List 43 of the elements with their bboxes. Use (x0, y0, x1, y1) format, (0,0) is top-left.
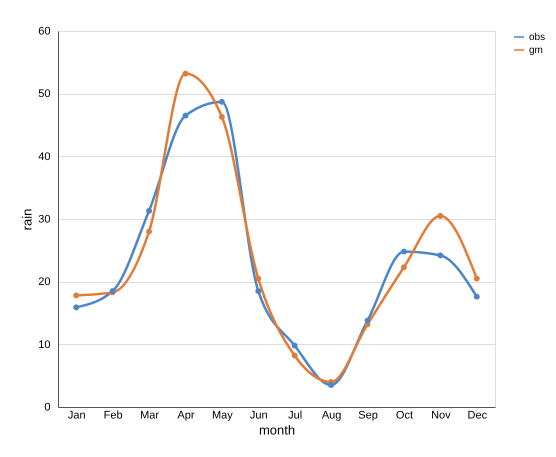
x-tick-label: Dec (468, 410, 488, 422)
y-tick-label: 20 (38, 276, 50, 288)
point (73, 304, 80, 310)
y-tick-label: 0 (44, 402, 50, 414)
y-tick-label: 60 (38, 26, 50, 38)
y-tick-label: 50 (38, 88, 50, 100)
x-tick-label: Sep (358, 410, 378, 422)
y-tick-label: 30 (38, 214, 50, 226)
x-tick-label: Nov (431, 410, 452, 422)
y-tick-label: 40 (38, 150, 50, 163)
y-axis-title: rain (19, 208, 34, 230)
point (146, 208, 152, 214)
point (474, 276, 480, 282)
point (401, 248, 407, 255)
x-tick-label: Feb (104, 410, 123, 422)
x-tick-label: Apr (177, 410, 195, 422)
legend-label: gm (529, 45, 543, 56)
point (328, 382, 334, 388)
point (182, 70, 188, 77)
point (437, 252, 444, 258)
x-axis-title: month (258, 422, 296, 438)
point (292, 342, 298, 349)
point (218, 98, 225, 105)
point (255, 288, 262, 294)
point (401, 264, 407, 270)
x-tick-label: Jun (250, 410, 268, 422)
x-tick-label: May (212, 410, 234, 422)
point (292, 352, 298, 359)
x-tick-label: Aug (322, 410, 342, 422)
point (182, 112, 188, 119)
point (474, 294, 480, 300)
point (146, 228, 152, 234)
y-tick-label: 10 (38, 338, 50, 351)
point (218, 114, 225, 120)
point (255, 276, 262, 282)
point (73, 292, 80, 298)
x-tick-label: Mar (140, 410, 160, 422)
x-tick-label: Jan (68, 410, 86, 422)
x-tick-label: Oct (396, 410, 414, 422)
legend-label: obs (529, 32, 546, 43)
point (437, 212, 444, 219)
x-tick-label: Jul (288, 410, 302, 422)
point (364, 318, 370, 324)
